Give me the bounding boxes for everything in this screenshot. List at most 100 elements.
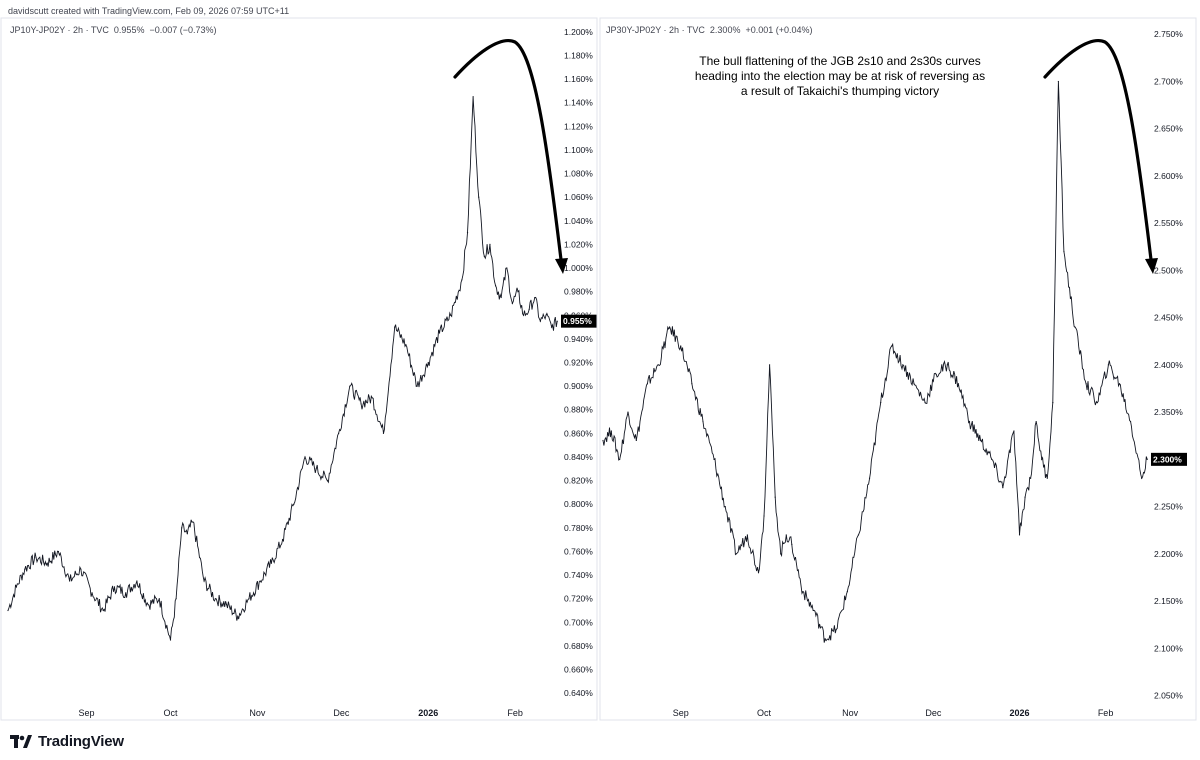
data-point bbox=[1002, 487, 1004, 489]
y-tick-label: 0.880% bbox=[564, 405, 593, 415]
series-line-jp10y-jp02y bbox=[7, 96, 558, 641]
data-point bbox=[680, 345, 682, 347]
legend-left-change: −0.007 (−0.73%) bbox=[149, 25, 217, 35]
y-tick-label: 2.600% bbox=[1154, 171, 1183, 181]
data-point bbox=[935, 373, 937, 375]
data-point bbox=[746, 534, 748, 536]
y-tick-label: 1.020% bbox=[564, 239, 593, 249]
data-point bbox=[556, 320, 558, 322]
legend-right-last: 2.300% bbox=[709, 25, 741, 35]
data-point bbox=[125, 592, 127, 594]
data-point bbox=[382, 432, 385, 434]
data-point bbox=[846, 591, 848, 593]
data-point bbox=[248, 598, 250, 600]
data-point bbox=[802, 591, 804, 593]
tradingview-logo-icon bbox=[10, 734, 32, 748]
x-tick-label: Feb bbox=[507, 708, 523, 718]
data-point bbox=[835, 628, 837, 631]
data-point bbox=[181, 527, 183, 529]
legend-right-interval: 2h bbox=[669, 25, 680, 35]
data-point bbox=[450, 314, 452, 316]
data-point bbox=[1085, 383, 1087, 385]
data-point bbox=[1013, 430, 1015, 432]
y-tick-label: 1.180% bbox=[564, 50, 593, 60]
x-tick-label: Dec bbox=[333, 708, 350, 718]
data-point bbox=[913, 383, 915, 385]
y-tick-label: 2.200% bbox=[1154, 549, 1183, 559]
data-point bbox=[69, 580, 71, 582]
data-point bbox=[517, 291, 519, 293]
legend-right-symbol: JP30Y-JP02Y bbox=[606, 25, 662, 35]
data-point bbox=[7, 609, 9, 612]
x-tick-label: Oct bbox=[757, 708, 772, 718]
data-point bbox=[281, 539, 284, 541]
last-price-label: 0.955% bbox=[563, 316, 592, 326]
data-point bbox=[237, 615, 239, 618]
y-tick-label: 0.720% bbox=[564, 594, 593, 604]
y-tick-label: 2.450% bbox=[1154, 313, 1183, 323]
legend-left-source: TVC bbox=[90, 25, 109, 35]
data-point bbox=[315, 468, 317, 470]
data-point bbox=[438, 332, 441, 334]
data-point bbox=[669, 326, 671, 328]
data-point bbox=[1041, 458, 1043, 460]
annotation-text: The bull flattening of the JGB 2s10 and … bbox=[694, 54, 986, 98]
data-point bbox=[360, 403, 362, 405]
data-point bbox=[619, 458, 621, 460]
data-point bbox=[203, 580, 205, 582]
y-tick-label: 0.820% bbox=[564, 476, 593, 486]
y-tick-label: 2.250% bbox=[1154, 502, 1183, 512]
data-point bbox=[1129, 420, 1132, 423]
arrow-head-icon bbox=[555, 258, 568, 274]
legend-right-change: +0.001 (+0.04%) bbox=[745, 25, 813, 35]
y-tick-label: 1.040% bbox=[564, 216, 593, 226]
y-tick-label: 1.000% bbox=[564, 263, 593, 273]
y-tick-label: 2.650% bbox=[1154, 124, 1183, 134]
legend-left: JP10Y-JP02Y · 2h · TVC 0.955% −0.007 (−0… bbox=[10, 25, 217, 35]
last-price-label: 2.300% bbox=[1153, 454, 1182, 464]
data-point bbox=[225, 604, 228, 606]
data-point bbox=[780, 553, 782, 555]
data-point bbox=[902, 364, 904, 366]
y-tick-label: 0.980% bbox=[564, 287, 593, 297]
data-point bbox=[980, 439, 982, 442]
x-tick-label: Oct bbox=[164, 708, 179, 718]
data-point bbox=[304, 456, 306, 458]
y-tick-label: 1.120% bbox=[564, 121, 593, 131]
y-tick-label: 0.860% bbox=[564, 428, 593, 438]
data-point bbox=[545, 314, 547, 316]
header-credit: davidscutt created with TradingView.com,… bbox=[8, 6, 290, 16]
data-point bbox=[891, 345, 893, 347]
series-line-jp30y-jp02y bbox=[602, 81, 1148, 643]
data-point bbox=[489, 243, 491, 245]
y-tick-label: 2.550% bbox=[1154, 218, 1183, 228]
data-point bbox=[1146, 458, 1148, 460]
data-point bbox=[35, 556, 37, 558]
data-point bbox=[214, 598, 216, 600]
data-point bbox=[602, 439, 604, 442]
y-tick-label: 0.680% bbox=[564, 641, 593, 651]
y-tick-label: 1.080% bbox=[564, 169, 593, 179]
y-tick-label: 0.660% bbox=[564, 665, 593, 675]
data-point bbox=[1024, 496, 1026, 498]
data-point bbox=[494, 285, 497, 287]
legend-right: JP30Y-JP02Y · 2h · TVC 2.300% +0.001 (+0… bbox=[606, 25, 813, 35]
data-point bbox=[868, 477, 871, 479]
y-tick-label: 0.800% bbox=[564, 499, 593, 509]
data-point bbox=[466, 231, 469, 234]
data-point bbox=[763, 515, 765, 517]
data-point bbox=[646, 383, 649, 385]
data-point bbox=[539, 320, 541, 322]
data-point bbox=[15, 586, 18, 588]
legend-left-interval: 2h bbox=[73, 25, 84, 35]
data-point bbox=[991, 458, 993, 460]
y-tick-label: 2.750% bbox=[1154, 29, 1183, 39]
data-point bbox=[102, 609, 104, 612]
data-point bbox=[1063, 250, 1065, 253]
data-point bbox=[735, 553, 737, 555]
y-tick-label: 2.150% bbox=[1154, 596, 1183, 606]
data-point bbox=[1035, 420, 1037, 423]
data-point bbox=[147, 604, 149, 606]
data-point bbox=[270, 562, 272, 564]
